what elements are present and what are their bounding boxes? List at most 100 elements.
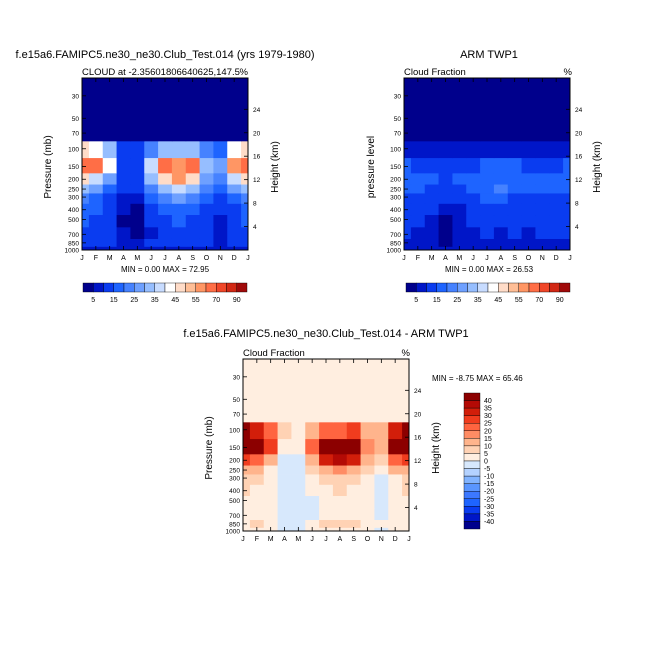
heatmap-cell — [404, 226, 412, 239]
heatmap-cell — [227, 78, 242, 108]
heatmap-cell — [213, 125, 228, 142]
colorbar-model: 5 15 25 35 45 55 70 90 — [82, 282, 248, 304]
heatmap-cell — [402, 388, 410, 408]
heatmap-cell — [144, 172, 159, 185]
heatmap-cell — [493, 226, 509, 239]
heatmap-cell — [549, 203, 564, 216]
heatmap-cell — [277, 507, 292, 520]
panel-arm-title: ARM TWP1 — [460, 49, 518, 61]
heatmap-cell — [319, 495, 334, 509]
colorbar-label: 45 — [171, 297, 179, 304]
heatmap-cell — [171, 214, 187, 228]
heatmap-cell — [158, 238, 173, 247]
x-tick-label: O — [526, 255, 532, 262]
heatmap-cell — [241, 125, 249, 142]
heatmap-cell — [521, 78, 536, 108]
heatmap-cell — [171, 203, 187, 216]
heatmap-cell — [199, 78, 214, 108]
x-tick-label: M — [456, 255, 462, 262]
colorbar-swatch — [463, 430, 481, 439]
heatmap-cell — [332, 438, 348, 455]
heatmap-cell — [102, 78, 117, 108]
heatmap-cell — [130, 125, 145, 142]
heatmap-cell — [305, 421, 320, 440]
heatmap-cell — [116, 107, 131, 127]
colorbar-swatch — [113, 282, 125, 293]
heatmap-cell — [213, 157, 228, 174]
heatmap-cell — [130, 157, 145, 174]
heatmap-cell — [404, 140, 412, 159]
y2-tick-label: 8 — [414, 482, 418, 489]
heatmap-cell — [243, 421, 251, 440]
heatmap-cell — [424, 238, 439, 247]
heatmap-cell — [360, 474, 375, 485]
colorbar-label: 90 — [233, 297, 241, 304]
colorbar-label: 55 — [515, 297, 523, 304]
heatmap-cell — [493, 214, 509, 228]
heatmap-cell — [241, 157, 249, 174]
y2-tick-label: 24 — [575, 107, 583, 114]
heatmap-cell — [521, 140, 536, 159]
colorbar-swatch — [205, 282, 217, 293]
panel-arm-left-label: Cloud Fraction — [404, 67, 466, 78]
heatmap-cell — [305, 438, 320, 455]
heatmap-cell — [563, 172, 571, 185]
heatmap-cell — [480, 238, 495, 247]
heatmap-cell — [360, 519, 375, 528]
x-tick-label: J — [149, 255, 153, 262]
heatmap-cell — [130, 203, 145, 216]
heatmap-cell — [291, 495, 306, 509]
colorbar-label: 15 — [484, 436, 492, 443]
heatmap-cell — [102, 193, 117, 204]
heatmap-cell — [332, 495, 348, 509]
heatmap-cell — [466, 193, 481, 204]
heatmap-cell — [563, 214, 571, 228]
y-tick-label: 700 — [229, 513, 240, 520]
colorbar-swatch — [236, 282, 248, 293]
heatmap-cell — [82, 125, 90, 142]
heatmap-cell — [88, 140, 104, 159]
heatmap-cell — [480, 140, 495, 159]
heatmap-cell — [227, 172, 242, 185]
colorbar-swatch — [463, 460, 481, 469]
heatmap-cell — [374, 519, 389, 528]
colorbar-swatch — [446, 282, 458, 293]
heatmap-cell — [493, 157, 509, 174]
heatmap-cell — [438, 172, 453, 185]
colorbar-swatch — [463, 513, 481, 522]
y-tick-label: 250 — [229, 468, 240, 475]
heatmap-cell — [332, 453, 348, 466]
heatmap-cell — [424, 226, 439, 239]
x-tick-label: A — [337, 536, 342, 543]
heatmap-cell — [130, 107, 145, 127]
heatmap-cell — [410, 125, 426, 142]
heatmap-cell — [438, 193, 453, 204]
heatmap-cell — [424, 172, 439, 185]
heatmap-cell — [466, 184, 481, 194]
x-tick-label: M — [134, 255, 140, 262]
colorbar-label: 5 — [414, 297, 418, 304]
heatmap-cell — [263, 421, 278, 440]
heatmap-cell — [263, 453, 278, 466]
heatmap-cell — [227, 184, 242, 194]
colorbar-swatch — [416, 282, 427, 293]
colorbar-swatch — [463, 400, 481, 409]
heatmap-cell — [424, 214, 439, 228]
heatmap-cell — [249, 453, 265, 466]
heatmap-cell — [130, 193, 145, 204]
heatmap-cell — [535, 125, 550, 142]
heatmap-cell — [263, 484, 278, 497]
colorbar-label: 15 — [433, 297, 441, 304]
heatmap-cell — [277, 359, 292, 389]
heatmap-cell — [199, 125, 214, 142]
colorbar-swatch — [463, 453, 481, 462]
heatmap-cell — [158, 78, 173, 108]
colorbar-swatch — [508, 282, 519, 293]
heatmap-cell — [360, 453, 375, 466]
heatmap-cell — [82, 246, 90, 251]
y-tick-label: 1000 — [226, 529, 241, 536]
heatmap-cell — [305, 465, 320, 475]
heatmap-cell — [452, 203, 467, 216]
y-tick-label: 30 — [233, 374, 241, 381]
